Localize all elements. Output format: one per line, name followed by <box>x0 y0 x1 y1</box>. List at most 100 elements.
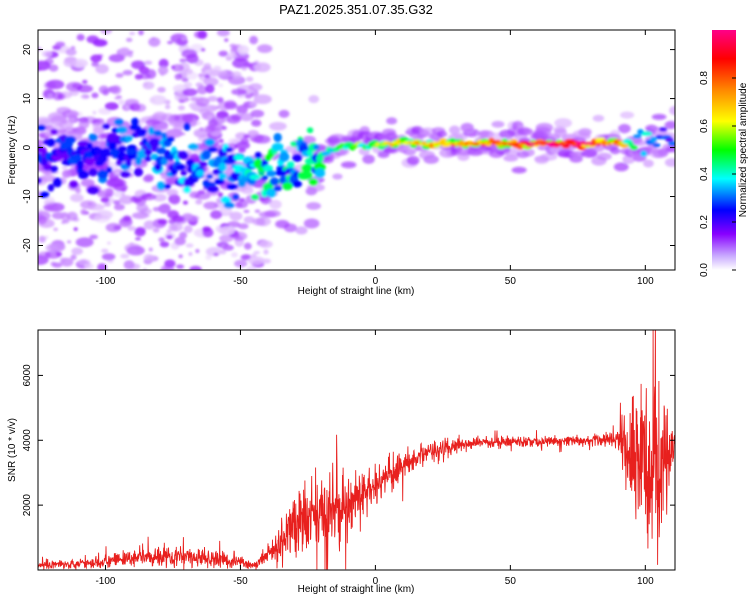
heatmap-core-blob <box>388 143 395 147</box>
heatmap-noise-blob <box>182 200 188 205</box>
heatmap-halo-blob <box>596 152 612 161</box>
heatmap-ridge-blob <box>314 168 326 178</box>
heatmap-halo-blob <box>58 119 74 130</box>
heatmap-ridge-blob <box>273 132 282 143</box>
heatmap-noise-blob <box>263 249 269 255</box>
heatmap-halo-blob <box>38 218 55 229</box>
heatmap-halo-blob <box>183 214 200 222</box>
heatmap-noise-blob <box>103 202 111 207</box>
heatmap-noise-blob <box>174 73 183 80</box>
heatmap-halo-blob <box>173 122 184 132</box>
heatmap-ridge-blob <box>266 170 277 177</box>
heatmap-noise-blob <box>216 30 230 37</box>
heatmap-noise-blob <box>114 170 120 176</box>
heatmap-noise-blob <box>203 63 212 69</box>
heatmap-ridge-blob <box>254 151 263 159</box>
heatmap-ridge-blob <box>180 170 188 177</box>
heatmap-ridge-blob <box>278 152 290 162</box>
x-tick-label: 0 <box>373 276 379 287</box>
heatmap-halo-blob <box>278 109 290 118</box>
heatmap-noise-blob <box>190 96 199 102</box>
colorbar-tick-label: 0.8 <box>699 71 710 85</box>
heatmap-ridge-blob <box>148 137 161 148</box>
heatmap-ridge-blob <box>166 136 175 142</box>
heatmap-noise-blob <box>181 49 198 59</box>
heatmap-ridge-blob <box>97 169 109 179</box>
heatmap-ridge-blob <box>120 170 131 178</box>
heatmap-noise-blob <box>110 85 122 95</box>
heatmap-noise-blob <box>113 190 123 198</box>
heatmap-noise-blob <box>76 33 85 41</box>
heatmap-noise-blob <box>142 267 147 270</box>
heatmap-noise-blob <box>158 237 165 243</box>
heatmap-noise-blob <box>91 92 99 99</box>
heatmap-noise-blob <box>157 218 168 225</box>
heatmap-noise-blob <box>196 85 208 95</box>
heatmap-noise-blob <box>144 60 153 65</box>
heatmap-ridge-blob <box>308 178 318 186</box>
heatmap-halo-blob <box>332 173 343 180</box>
heatmap-halo-blob <box>303 218 320 229</box>
snr-series-line <box>38 330 675 570</box>
heatmap-halo-blob <box>540 152 558 161</box>
heatmap-noise-blob <box>249 101 258 107</box>
heatmap-halo-blob <box>172 215 186 223</box>
heatmap-noise-blob <box>205 84 215 94</box>
heatmap-noise-blob <box>134 227 146 237</box>
heatmap-halo-blob <box>511 166 527 174</box>
heatmap-ridge-blob <box>52 177 63 188</box>
heatmap-noise-blob <box>41 50 53 58</box>
heatmap-halo-blob <box>295 226 308 235</box>
heatmap-noise-blob <box>92 39 108 47</box>
heatmap-noise-blob <box>61 169 72 179</box>
heatmap-noise-blob <box>38 60 51 71</box>
colorbar-tick-label: 0.6 <box>699 119 710 133</box>
heatmap-ridge-blob <box>86 142 93 150</box>
heatmap-halo-blob <box>306 183 325 192</box>
heatmap-ridge-blob <box>39 191 50 199</box>
heatmap-noise-blob <box>134 73 143 80</box>
heatmap-ridge-blob <box>650 136 657 143</box>
heatmap-noise-blob <box>91 61 99 67</box>
heatmap-halo-blob <box>52 91 64 101</box>
heatmap-halo-blob <box>609 147 621 155</box>
heatmap-ridge-blob <box>69 180 79 189</box>
heatmap-halo-blob <box>166 189 179 197</box>
y-tick-label: -10 <box>22 189 33 204</box>
heatmap-halo-blob <box>283 223 298 233</box>
heatmap-ridge-blob <box>187 143 199 151</box>
heatmap-noise-blob <box>227 221 241 228</box>
heatmap-noise-blob <box>70 254 77 261</box>
y-tick-label: 20 <box>22 44 33 56</box>
heatmap-blob-layer <box>38 30 675 270</box>
heatmap-noise-blob <box>188 252 193 256</box>
heatmap-halo-blob <box>248 83 263 91</box>
heatmap-halo-blob <box>195 97 210 107</box>
heatmap-noise-blob <box>185 243 194 248</box>
heatmap-halo-blob <box>491 120 505 128</box>
heatmap-noise-blob <box>71 247 83 256</box>
heatmap-noise-blob <box>126 248 138 255</box>
heatmap-noise-blob <box>202 226 211 233</box>
x-tick-label: -100 <box>95 276 115 287</box>
heatmap-ridge-blob <box>174 163 187 171</box>
heatmap-halo-blob <box>253 134 271 144</box>
heatmap-noise-blob <box>104 102 119 111</box>
heatmap-ridge-blob <box>50 165 59 173</box>
y-tick-label: 4000 <box>22 429 33 452</box>
heatmap-noise-blob <box>254 209 261 213</box>
heatmap-halo-blob <box>269 121 287 131</box>
x-tick-label: -50 <box>233 276 248 287</box>
heatmap-noise-blob <box>219 234 234 243</box>
heatmap-halo-blob <box>260 196 272 205</box>
heatmap-ridge-blob <box>77 170 89 180</box>
heatmap-halo-blob <box>460 122 474 132</box>
heatmap-ridge-blob <box>218 172 228 180</box>
heatmap-noise-blob <box>157 86 166 93</box>
heatmap-halo-blob <box>522 148 535 157</box>
x-tick-label: 50 <box>505 276 517 287</box>
heatmap-halo-blob <box>642 159 654 168</box>
heatmap-noise-blob <box>158 203 171 214</box>
heatmap-noise-blob <box>218 50 229 57</box>
heatmap-halo-blob <box>38 139 43 148</box>
